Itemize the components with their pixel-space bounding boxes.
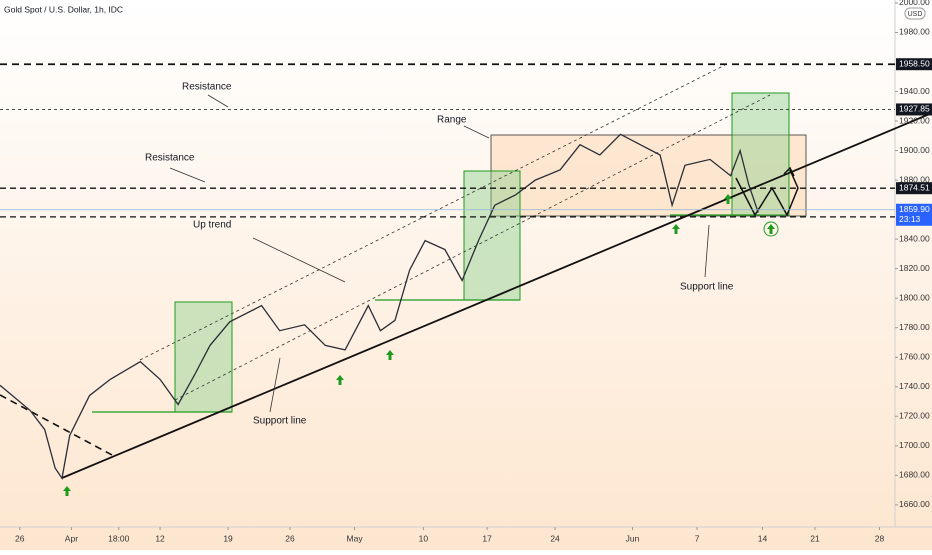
x-tick-label: Jun	[626, 533, 640, 543]
projection-path	[735, 169, 799, 217]
x-tick-label: 24	[550, 533, 560, 543]
pointer	[704, 224, 710, 278]
y-tick-label: 1900.00	[899, 145, 930, 155]
price-tag-label: 1927.85	[899, 104, 930, 114]
currency-badge	[904, 7, 926, 20]
y-tick-label: 1740.00	[899, 381, 930, 391]
up-arrow	[63, 486, 71, 496]
x-tick-label: Apr	[65, 533, 78, 543]
annotation: Resistance	[182, 82, 232, 93]
annotation: Range	[437, 115, 467, 126]
y-tick-label: 1720.00	[899, 411, 930, 421]
x-tick-label: 12	[155, 533, 165, 543]
price-tag	[896, 58, 932, 71]
up-arrow	[672, 224, 680, 234]
impulse-box	[463, 170, 521, 301]
price-tag-label: 1958.50	[899, 58, 930, 68]
y-tick-label: 1980.00	[899, 27, 930, 37]
price-line	[0, 133, 759, 480]
x-tick-label: 7	[695, 533, 700, 543]
x-tick-label: 26	[15, 533, 25, 543]
x-tick-label: 17	[482, 533, 492, 543]
annotation: Up trend	[193, 220, 231, 231]
y-tick-label: 2000.00	[899, 0, 930, 7]
price-tag	[896, 103, 932, 116]
y-tick-label: 1920.00	[899, 115, 930, 125]
price-tag	[896, 182, 932, 195]
pointer	[463, 125, 490, 139]
y-tick-label: 1760.00	[899, 351, 930, 361]
y-tick-label: 1820.00	[899, 263, 930, 273]
currency: USD	[908, 11, 923, 18]
x-tick-label: 19	[223, 533, 233, 543]
x-tick-label: 18:00	[108, 533, 130, 543]
y-tick-label: 1840.00	[899, 233, 930, 243]
x-tick-label: 14	[758, 533, 768, 543]
y-tick-label: 1700.00	[899, 440, 930, 450]
annotation: Support line	[253, 416, 307, 427]
pointer	[252, 237, 346, 283]
chart-title: Gold Spot / U.S. Dollar, 1h, IDC	[4, 4, 123, 14]
x-tick-label: 28	[875, 533, 885, 543]
annotation: Support line	[680, 282, 734, 293]
up-trend-line	[61, 112, 932, 479]
up-arrow	[767, 224, 775, 234]
pointer	[207, 94, 229, 108]
down-trend-line	[0, 394, 113, 456]
x-tick-label: 10	[419, 533, 429, 543]
up-arrow	[724, 194, 732, 204]
target-circle	[763, 221, 779, 237]
y-tick-label: 1680.00	[899, 470, 930, 480]
x-tick-label: 26	[285, 533, 295, 543]
channel-line	[139, 64, 726, 361]
up-arrow	[386, 350, 394, 360]
x-tick-label: 21	[810, 533, 820, 543]
annotation: Resistance	[145, 153, 195, 164]
support-arrows	[63, 194, 775, 496]
y-tick-label: 1780.00	[899, 322, 930, 332]
x-tick-label: May	[347, 533, 364, 543]
price-tag-label: 1874.51	[899, 182, 930, 192]
y-tick-label: 1660.00	[899, 499, 930, 509]
current-price-label: 1859.90	[899, 204, 930, 214]
projection-arrowhead	[783, 166, 795, 177]
up-arrow	[336, 375, 344, 385]
y-tick-label: 1800.00	[899, 292, 930, 302]
countdown: 23:13	[899, 214, 921, 224]
current-price-tag	[896, 203, 932, 226]
pointer	[269, 357, 281, 413]
impulse-box	[731, 92, 790, 216]
pointer-lines	[169, 94, 710, 413]
y-tick-label: 1940.00	[899, 86, 930, 96]
y-tick-label: 1880.00	[899, 174, 930, 184]
pointer	[169, 167, 206, 183]
